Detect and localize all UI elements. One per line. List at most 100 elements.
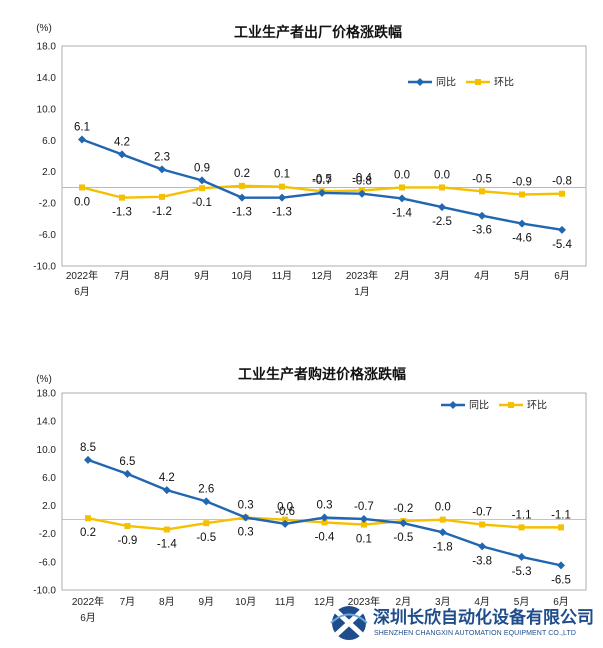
x-tick-label: 2023年 [348,595,380,608]
y-tick-label: 2.0 [42,167,56,178]
data-label-yoy: -1.8 [433,541,453,553]
x-tick-label: 5月 [514,270,530,282]
legend: 同比 环比 [408,77,514,89]
chart-ppi-output: 工业生产者出厂价格涨跌幅 (%) 18.0 14.0 10.0 6.0 2.0 -2.0 -6… [33,23,587,298]
y-tick-label: 14.0 [37,417,57,428]
data-label-yoy: -1.3 [272,207,292,219]
data-point-mom [119,194,125,201]
y-tick-label: 2.0 [42,501,56,512]
data-label-yoy: -3.8 [472,555,492,567]
data-label-yoy: -5.3 [512,566,532,578]
data-label-mom: -0.5 [196,532,216,544]
data-label-yoy: 0.9 [194,162,210,174]
data-label-yoy: 0.3 [238,500,254,512]
data-label-mom: 0.1 [356,534,372,546]
y-tick-label: 10.0 [37,445,57,456]
data-label-yoy: 4.2 [159,472,175,484]
watermark-company-name-en: SHENZHEN CHANGXIN AUTOMATION EQUIPMENT C… [374,630,576,637]
y-tick-label: 6.0 [42,473,56,484]
data-point-yoy [399,519,408,528]
data-point-yoy [438,528,447,537]
data-point-mom [519,191,525,198]
data-label-mom: -1.2 [152,206,172,218]
legend-label-mom: 环比 [494,77,514,89]
data-point-yoy [198,176,206,185]
x-tick-label: 2023年 [346,269,378,282]
legend-marker-yoy [416,78,424,86]
data-label-mom: -0.9 [118,535,138,547]
data-point-yoy [123,469,132,478]
chart-title: 工业生产者出厂价格涨跌幅 [234,24,402,40]
x-tick-label-line2: 1月 [354,286,370,298]
data-point-mom [439,516,446,523]
legend-label-yoy: 同比 [436,77,456,89]
data-label-mom: -0.5 [312,173,332,185]
data-label-yoy: -0.5 [393,532,413,544]
y-tick-label: 18.0 [37,389,57,400]
data-label-yoy: -6.5 [551,574,571,586]
data-label-yoy: -0.8 [352,176,372,188]
x-tick-label: 6月 [553,596,569,608]
y-tick-label: -10.0 [33,586,56,597]
x-tick-label: 2022年 [66,269,98,282]
data-label-yoy: -2.5 [432,216,452,228]
data-label-yoy: 2.6 [198,483,214,495]
data-label-mom: -0.9 [512,177,532,189]
x-tick-label: 10月 [235,596,256,608]
x-tick-label: 2022年 [72,595,104,608]
legend-label-mom: 环比 [527,400,547,412]
x-tick-label: 4月 [474,270,490,282]
data-label-mom: -1.3 [112,207,132,219]
data-label-mom: -0.1 [192,197,212,209]
data-label-mom: -0.4 [352,173,372,185]
data-label-mom: 0.0 [277,502,293,514]
plot-frame [61,392,587,591]
data-label-yoy: 0.3 [317,500,333,512]
legend: 同比 环比 [441,400,547,412]
data-point-yoy [518,219,526,228]
data-label-yoy: -3.6 [472,225,492,237]
data-label-yoy: 8.5 [80,442,96,454]
data-point-yoy [478,542,487,551]
data-point-mom [239,182,245,189]
data-point-yoy [238,193,246,202]
legend-marker-mom [508,402,514,408]
changxin-logo-icon [330,606,368,640]
x-tick-label: 11月 [275,596,295,608]
data-label-mom: -0.8 [552,176,572,188]
watermark-company-name: 深圳长欣自动化设备有限公司 [373,607,594,627]
data-label-mom: 0.2 [234,168,250,180]
data-label-mom: 0.3 [238,527,254,539]
data-point-yoy [557,561,565,570]
data-point-yoy [158,165,166,174]
legend-marker-mom [475,79,481,85]
data-point-mom [203,520,210,527]
data-label-yoy: 2.3 [154,151,170,163]
data-label-yoy: -0.7 [312,175,332,187]
y-tick-label: -6.0 [39,230,57,241]
y-axis-unit: (%) [36,374,52,385]
data-label-mom: -0.5 [472,173,492,185]
data-point-mom [558,524,564,531]
data-point-mom [518,524,525,531]
data-label-yoy: -5.4 [552,239,572,251]
data-label-yoy: -1.3 [232,207,252,219]
data-point-mom [85,515,91,522]
data-point-mom [360,521,367,528]
data-label-yoy: -4.6 [512,233,532,245]
data-point-mom [439,184,445,191]
y-tick-label: -6.0 [39,557,57,568]
plot-frame [61,45,587,267]
data-point-mom [479,188,485,195]
y-tick-label: 10.0 [37,104,57,115]
data-point-yoy [358,189,366,198]
data-point-yoy [438,203,446,212]
x-tick-label: 4月 [474,596,490,608]
x-tick-label: 7月 [120,596,136,608]
data-point-mom [124,522,131,529]
data-point-mom [559,190,565,197]
data-label-mom: 0.0 [435,502,451,514]
data-point-mom [399,184,405,191]
x-tick-label: 3月 [434,270,450,282]
data-label-yoy: -1.4 [392,207,412,219]
